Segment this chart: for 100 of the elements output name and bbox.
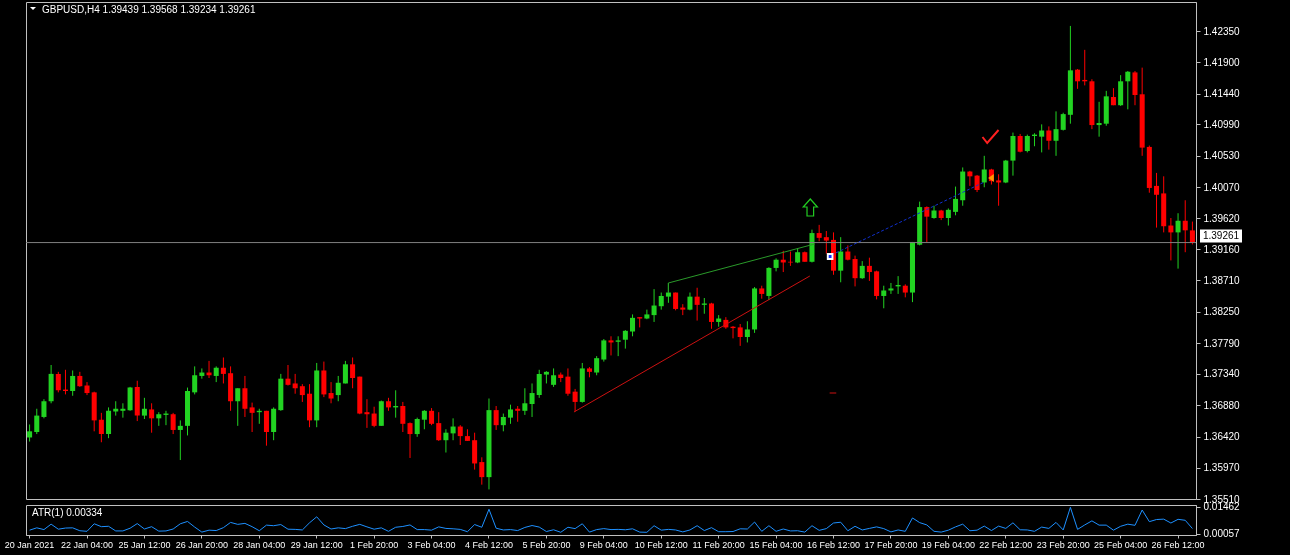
candlestick	[34, 408, 40, 435]
candlestick	[407, 421, 413, 459]
candlestick	[615, 335, 621, 357]
y-tick-label: 1.37790	[1203, 337, 1241, 349]
x-tick-label: 26 Feb 12:00	[1151, 539, 1205, 550]
y-tick-label: 1.38710	[1203, 274, 1241, 286]
y-tick-label: 0.00057	[1203, 528, 1241, 540]
candlestick	[996, 173, 1002, 207]
candlestick	[1118, 74, 1124, 107]
candlestick	[594, 355, 600, 376]
candlestick	[328, 381, 334, 404]
x-tick-label: 23 Feb 20:00	[1036, 539, 1090, 550]
candlestick	[744, 320, 750, 343]
candlestick	[436, 411, 442, 442]
x-tick-label: 17 Feb 20:00	[864, 539, 918, 550]
candlestick	[1003, 159, 1009, 184]
candlestick	[1154, 172, 1160, 229]
y-tick-label: 1.41440	[1203, 88, 1241, 100]
x-tick-label: 15 Feb 04:00	[749, 539, 803, 550]
x-tick-label: 10 Feb 12:00	[634, 539, 688, 550]
candlestick	[852, 255, 858, 287]
y-tick-label: 1.36880	[1203, 399, 1241, 411]
y-tick-label: 1.37340	[1203, 368, 1241, 380]
y-tick-label: 1.42350	[1203, 25, 1241, 37]
candlestick	[508, 404, 514, 425]
y-tick-label: 1.40070	[1203, 181, 1241, 193]
candlestick	[84, 381, 90, 396]
x-tick-label: 5 Feb 20:00	[522, 539, 571, 550]
candlestick	[551, 367, 557, 388]
candlestick	[177, 419, 183, 461]
chart-title: GBPUSD,H4 1.39439 1.39568 1.39234 1.39261	[42, 4, 256, 15]
candlestick	[98, 412, 104, 443]
candlestick	[866, 257, 872, 282]
candlestick	[651, 288, 657, 323]
y-tick-label: 1.39620	[1203, 212, 1241, 224]
y-tick-label: 1.36420	[1203, 431, 1241, 443]
x-tick-label: 19 Feb 04:00	[921, 539, 975, 550]
candlestick	[1189, 221, 1195, 245]
candlestick	[220, 356, 226, 384]
candlestick	[1175, 212, 1181, 270]
line-series	[29, 506, 1193, 533]
candlestick	[888, 282, 894, 295]
candlestick	[1125, 70, 1131, 110]
candlestick	[953, 186, 959, 216]
candlestick	[271, 406, 277, 441]
candlestick	[1039, 123, 1045, 153]
candlestick	[106, 406, 112, 439]
chart-title: ATR(1) 0.00334	[32, 507, 103, 518]
candlestick	[400, 401, 406, 433]
x-tick-label: 29 Jan 12:00	[290, 539, 343, 550]
x-tick-label: 25 Feb 04:00	[1094, 539, 1148, 550]
candlestick	[263, 410, 269, 447]
candlestick	[536, 369, 542, 399]
y-tick-label: 1.35970	[1203, 462, 1241, 474]
candlestick	[335, 375, 341, 402]
candlestick	[1075, 68, 1081, 90]
x-tick-label: 25 Jan 12:00	[118, 539, 171, 550]
x-tick-label: 22 Feb 12:00	[979, 539, 1033, 550]
candlestick	[572, 388, 578, 412]
candlestick	[622, 329, 628, 350]
y-tick-label: 1.38250	[1203, 306, 1241, 318]
candlestick	[141, 397, 147, 420]
candlestick	[292, 373, 298, 395]
y-tick-label: 1.41900	[1203, 56, 1241, 68]
candlestick	[881, 285, 887, 309]
candlestick	[472, 432, 478, 471]
candlestick	[350, 356, 356, 389]
candlestick	[601, 338, 607, 363]
x-tick-label: 26 Jan 20:00	[175, 539, 228, 550]
candlestick	[1053, 110, 1059, 157]
candlestick	[235, 387, 241, 427]
x-tick-label: 22 Jan 04:00	[60, 539, 114, 550]
candlestick	[421, 409, 427, 430]
x-tick-label: 16 Feb 12:00	[806, 539, 861, 550]
candlestick	[55, 371, 61, 393]
candlestick	[120, 402, 126, 419]
candlestick	[414, 417, 420, 438]
candlestick	[838, 236, 844, 283]
x-tick-label: 28 Jan 04:00	[233, 539, 286, 550]
candlestick	[1132, 70, 1138, 106]
candlestick	[170, 412, 176, 435]
x-tick-label: 9 Feb 04:00	[579, 539, 628, 550]
candlestick	[529, 382, 535, 418]
candlestick	[321, 361, 327, 398]
x-tick-label: 3 Feb 04:00	[407, 539, 456, 550]
y-tick-label: 1.39160	[1203, 243, 1241, 255]
candlestick	[608, 335, 614, 356]
candlestick	[70, 369, 76, 397]
candlestick	[479, 456, 485, 486]
candlestick	[443, 428, 449, 454]
candlestick	[630, 313, 636, 337]
candlestick	[493, 405, 499, 431]
x-tick-label: 1 Feb 20:00	[350, 539, 399, 550]
candlestick	[285, 364, 291, 387]
candlestick	[149, 402, 155, 434]
candlestick	[127, 386, 133, 412]
x-tick-label: 4 Feb 12:00	[464, 539, 513, 550]
candlestick	[1096, 101, 1102, 138]
candlestick	[457, 424, 463, 446]
candlestick	[242, 375, 248, 418]
